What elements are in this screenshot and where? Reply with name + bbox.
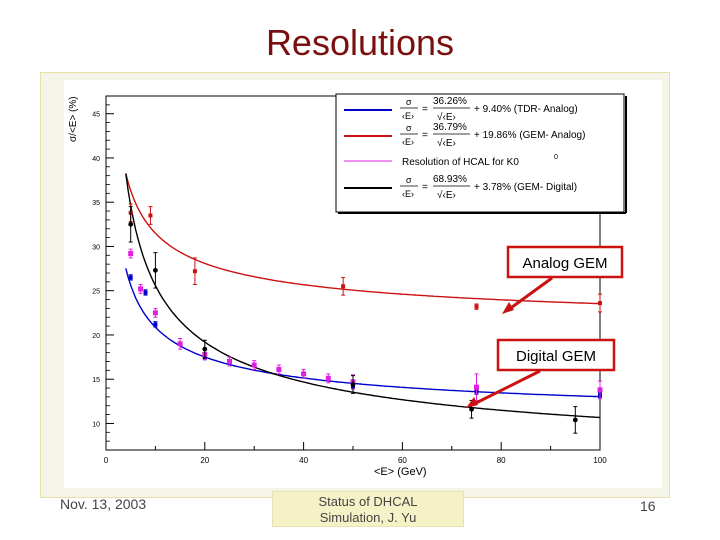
legend-coef-gem-digital: 68.93% bbox=[433, 174, 467, 185]
page-number: 16 bbox=[640, 498, 656, 514]
callout-analog-gem-box bbox=[506, 245, 624, 279]
legend-eq-gem-analog: = bbox=[422, 130, 428, 141]
data-point-gem_digital bbox=[202, 346, 208, 352]
legend-frac-gem-digital-den: ‹E› bbox=[402, 189, 414, 199]
legend-label-hcal-sup: 0 bbox=[554, 154, 558, 161]
callout-digital-gem-arrowhead bbox=[466, 397, 478, 408]
slide-title: Resolutions bbox=[265, 22, 455, 63]
data-point-hcal_k0 bbox=[474, 384, 479, 390]
x-tick-label: 100 bbox=[593, 456, 607, 465]
data-point-gem_analog bbox=[341, 284, 346, 289]
data-point-hcal_k0 bbox=[128, 251, 134, 257]
y-tick-label: 40 bbox=[92, 156, 100, 163]
y-tick-label: 10 bbox=[92, 421, 100, 428]
callout-analog-gem-label: Analog GEM bbox=[522, 255, 607, 272]
data-point-hcal_k0 bbox=[177, 341, 183, 347]
legend-label-hcal: Resolution of HCAL for K0 bbox=[402, 157, 519, 168]
data-point-hcal_k0 bbox=[325, 375, 331, 381]
axis-ticks: 0 20 40 60 80 100 10 15 20 25 30 35 40 45 bbox=[92, 104, 607, 465]
legend-eq-tdr: = bbox=[422, 104, 428, 115]
legend-box bbox=[335, 93, 625, 213]
legend-frac-tdr: σ bbox=[406, 97, 412, 107]
legend-sqrt-gem-analog: √‹E› bbox=[437, 137, 456, 149]
legend-frac-tdr-den: ‹E› bbox=[402, 111, 414, 121]
footer-info-line2: Simulation, J. Yu bbox=[319, 510, 417, 525]
callout-digital-gem-box bbox=[496, 338, 616, 372]
y-tick-label: 15 bbox=[92, 377, 100, 384]
data-point-hcal_k0 bbox=[227, 359, 232, 364]
x-tick-label: 20 bbox=[200, 456, 209, 465]
data-point-gem_digital bbox=[572, 417, 578, 423]
legend-coef-gem-analog: 36.79% bbox=[433, 122, 467, 133]
legend-sqrt-tdr: √‹E› bbox=[437, 111, 456, 123]
footer-date: Nov. 13, 2003 bbox=[60, 496, 147, 512]
resolution-chart: 0 20 40 60 80 100 10 15 20 25 30 35 40 45 σ ‹E› = 36.… bbox=[64, 80, 662, 488]
data-point-gem_digital bbox=[469, 406, 474, 412]
callout-analog-gem-arrow bbox=[507, 276, 553, 312]
legend-coef-tdr: 36.26% bbox=[433, 96, 467, 107]
y-tick-label: 25 bbox=[92, 289, 100, 296]
data-point-gem_analog bbox=[474, 304, 479, 309]
legend-frac-gem-digital: σ bbox=[406, 175, 412, 185]
y-axis-title: σ/<E> (%) bbox=[68, 96, 79, 142]
footer-info-line1: Status of DHCAL bbox=[318, 494, 418, 509]
legend-label-gem-digital: + 3.78% (GEM- Digital) bbox=[474, 182, 577, 193]
x-tick-label: 40 bbox=[299, 456, 308, 465]
x-tick-label: 80 bbox=[497, 456, 506, 465]
data-point-gem_analog bbox=[192, 269, 197, 274]
footer-info-box: Status of DHCAL Simulation, J. Yu bbox=[272, 491, 464, 527]
data-point-hcal_k0 bbox=[301, 371, 307, 377]
data-point-hcal_k0 bbox=[251, 362, 257, 368]
data-point-gem_digital bbox=[128, 221, 134, 227]
legend-eq-gem-digital: = bbox=[422, 182, 428, 193]
callout-analog-gem: Analog GEM bbox=[502, 245, 624, 314]
data-point-gem_digital bbox=[153, 267, 158, 273]
legend-label-tdr: + 9.40% (TDR- Analog) bbox=[474, 104, 578, 115]
legend-label-gem-analog: + 19.86% (GEM- Analog) bbox=[474, 130, 585, 141]
x-tick-label: 0 bbox=[104, 456, 109, 465]
data-point-gem_analog bbox=[148, 213, 153, 218]
legend-sqrt-gem-digital: √‹E› bbox=[437, 189, 456, 201]
data-point-gem_digital bbox=[350, 382, 356, 387]
callout-digital-gem-label: Digital GEM bbox=[516, 348, 596, 365]
y-tick-label: 30 bbox=[92, 244, 100, 251]
data-point-tdr_analog bbox=[153, 322, 158, 327]
data-point-hcal_k0 bbox=[152, 310, 158, 316]
x-tick-label: 60 bbox=[398, 456, 407, 465]
y-tick-label: 20 bbox=[92, 333, 100, 340]
x-axis-title: <E> (GeV) bbox=[374, 466, 427, 478]
legend: σ ‹E› = 36.26% √‹E› + 9.40% (TDR- Analog… bbox=[335, 93, 627, 214]
data-point-hcal_k0 bbox=[276, 366, 282, 372]
y-tick-label: 35 bbox=[92, 200, 100, 207]
callout-digital-gem-arrow bbox=[473, 369, 541, 406]
legend-frac-gem-analog: σ bbox=[406, 123, 412, 133]
y-tick-label: 45 bbox=[92, 112, 100, 119]
data-point-tdr_analog bbox=[128, 275, 133, 280]
data-point-tdr_analog bbox=[143, 290, 148, 295]
legend-frac-gem-analog-den: ‹E› bbox=[402, 137, 414, 147]
callout-analog-gem-arrowhead bbox=[502, 302, 514, 314]
data-point-gem_analog bbox=[598, 301, 602, 306]
callout-digital-gem: Digital GEM bbox=[466, 338, 616, 408]
data-point-hcal_k0 bbox=[138, 286, 144, 292]
data-point-hcal_k0 bbox=[597, 387, 603, 393]
